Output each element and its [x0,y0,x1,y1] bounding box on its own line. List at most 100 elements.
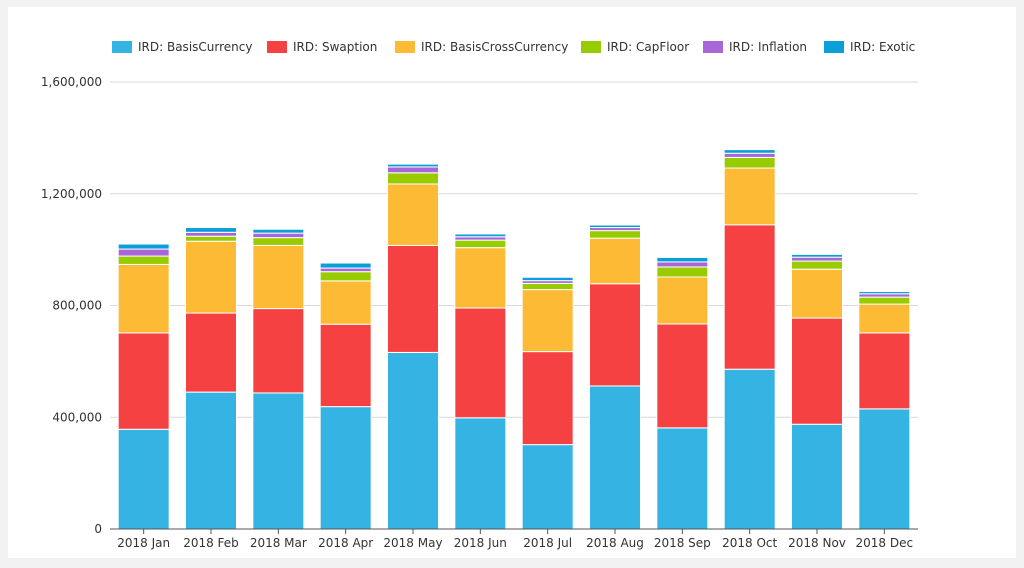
legend-label: IRD: BasisCurrency [138,40,252,54]
bar-segment[interactable] [521,351,574,446]
bar-segment[interactable] [185,227,237,233]
x-tick-label: 2018 Sep [654,536,711,550]
y-tick-label: 1,200,000 [41,187,102,201]
bar-segment[interactable] [454,236,507,241]
bar-segment[interactable] [723,368,776,530]
legend: IRD: BasisCurrency IRD: Swaption IRD: Basi… [112,40,915,54]
legend-item[interactable]: IRD: BasisCrossCurrency [395,40,568,54]
bar-segment[interactable] [791,317,843,425]
bar-segment[interactable] [252,392,305,530]
bar-segment[interactable] [319,267,372,273]
bar-segment[interactable] [858,303,911,334]
bar-segment[interactable] [454,247,507,309]
bar-segment[interactable] [252,308,305,394]
bar-segment[interactable] [319,280,372,325]
bar-segment[interactable] [252,237,305,246]
x-tick-label: 2018 Dec [856,536,914,550]
bar-segment[interactable] [387,351,439,530]
legend-label: IRD: Inflation [729,40,807,54]
stacked-bar-chart: 0 400,000 800,000 1,200,000 1,600,000 2018 Ja… [41,40,918,550]
legend-swatch [267,41,287,53]
bar-segment[interactable] [656,427,709,530]
bar-segment[interactable] [185,231,237,237]
x-tick-label: 2018 May [383,536,442,550]
bar-segment[interactable] [791,423,843,530]
y-tick-label: 1,600,000 [41,75,102,89]
bar-segment[interactable] [858,332,911,410]
bar-segment[interactable] [589,237,641,285]
x-tick-label: 2018 Apr [318,536,373,550]
bar-segment[interactable] [656,261,709,268]
bar-segment[interactable] [589,230,641,239]
x-tick-label: 2018 Aug [586,536,644,550]
bar-segment[interactable] [252,232,305,239]
bar-segment[interactable] [723,167,776,226]
bar-segment[interactable] [521,289,574,353]
legend-swatch [703,41,723,53]
bar-segment[interactable] [252,228,305,234]
y-tick-label: 800,000 [52,299,102,313]
bar-segment[interactable] [117,263,170,334]
bar-segment[interactable] [723,149,776,154]
bar-segment[interactable] [858,296,911,305]
x-tick-label: 2018 Jun [454,536,507,550]
bar-segment[interactable] [454,307,507,419]
legend-item[interactable]: IRD: Inflation [703,40,807,54]
legend-label: IRD: Exotic [850,40,915,54]
bar-segment[interactable] [387,166,439,174]
bar-segment[interactable] [117,428,170,530]
axes: 0 400,000 800,000 1,200,000 1,600,000 2018 Ja… [41,75,918,550]
bar-segment[interactable] [723,156,776,169]
bar-segment[interactable] [117,255,170,265]
bar-segment[interactable] [589,224,641,229]
bar-segment[interactable] [723,224,776,370]
bar-segment[interactable] [185,235,237,242]
bar-segment[interactable] [521,444,574,530]
legend-item[interactable]: IRD: BasisCurrency [112,40,252,54]
bar-segment[interactable] [185,240,237,314]
bar-segment[interactable] [858,293,911,298]
bar-segment[interactable] [252,244,305,310]
bar-segment[interactable] [791,256,843,262]
bar-segment[interactable] [319,271,372,282]
bars [117,149,911,530]
bar-segment[interactable] [319,406,372,530]
bar-segment[interactable] [656,266,709,278]
legend-swatch [581,41,601,53]
bar-segment[interactable] [589,283,641,387]
bar-segment[interactable] [589,385,641,530]
bar-segment[interactable] [656,276,709,325]
x-tick-label: 2018 Nov [788,536,846,550]
bar-segment[interactable] [117,332,170,430]
bar-segment[interactable] [521,282,574,291]
bar-segment[interactable] [656,323,709,429]
bar-segment[interactable] [387,163,439,168]
x-tick-label: 2018 Oct [722,536,777,550]
bar-segment[interactable] [117,243,170,250]
gridlines [110,81,918,418]
bar-segment[interactable] [387,172,439,185]
bar-segment[interactable] [858,291,911,295]
legend-item[interactable]: IRD: Exotic [824,40,915,54]
bar-segment[interactable] [185,391,237,530]
bar-segment[interactable] [521,276,574,282]
bar-segment[interactable] [454,417,507,530]
bar-segment[interactable] [387,183,439,246]
bar-segment[interactable] [319,262,372,269]
bar-segment[interactable] [387,244,439,353]
bar-segment[interactable] [791,260,843,270]
bar-segment[interactable] [117,248,170,257]
bar-segment[interactable] [454,233,507,238]
bar-segment[interactable] [185,312,237,393]
bar-segment[interactable] [454,239,507,249]
bar-segment[interactable] [656,256,709,263]
legend-item[interactable]: IRD: CapFloor [581,40,689,54]
bar-segment[interactable] [791,253,843,258]
bar-segment[interactable] [791,268,843,319]
bar-segment[interactable] [723,152,776,158]
legend-item[interactable]: IRD: Swaption [267,40,377,54]
legend-label: IRD: BasisCrossCurrency [421,40,568,54]
x-tick-label: 2018 Mar [250,536,307,550]
bar-segment[interactable] [858,408,911,530]
bar-segment[interactable] [319,323,372,408]
